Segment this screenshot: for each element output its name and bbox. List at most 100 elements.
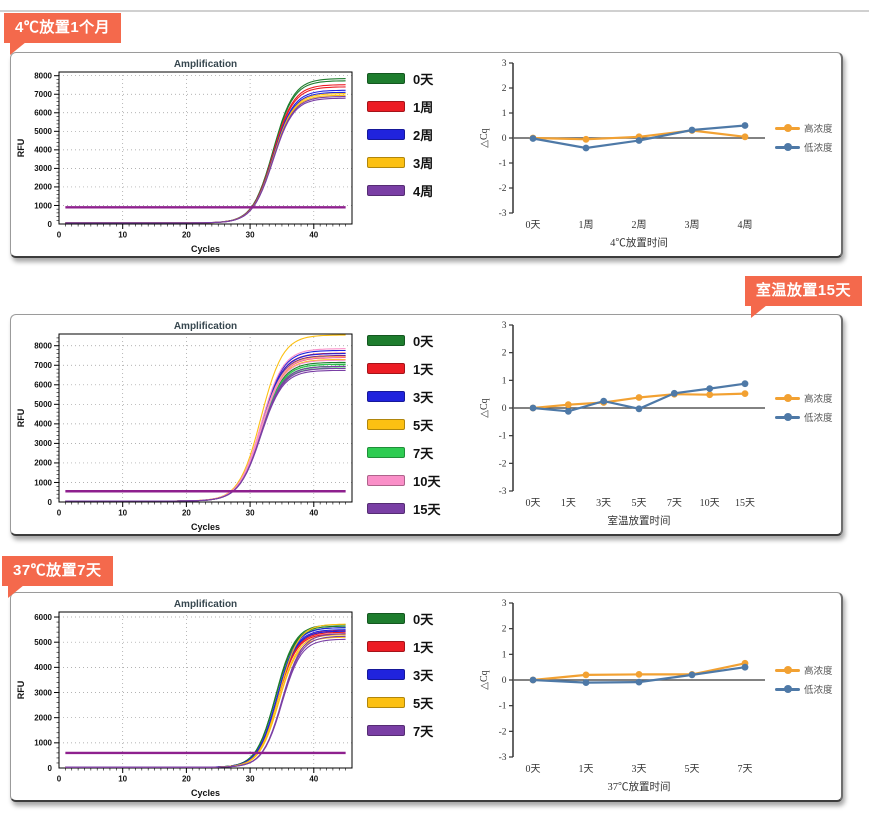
svg-text:-3: -3 [499,753,507,763]
amp-chart-37c: 0 1000 2000 3000 4000 5000 6000 0 10 20 30 40 Amplif… [16,599,353,798]
amp-chart-4c: 0 1000 2000 3000 4000 5000 6000 7000 8000 0 10 20 30… [16,59,353,254]
svg-text:2: 2 [502,84,507,94]
svg-text:-1: -1 [499,431,507,441]
amp-legend-item: 3天 [367,665,471,684]
legend-label: 1天 [413,640,434,655]
top-divider [0,10,869,12]
legend-label: 15天 [413,502,441,517]
amp-legend-item: 7天 [367,721,471,740]
svg-text:4000: 4000 [34,145,52,154]
dcq-legend-item: 高浓度 [775,121,855,135]
line-marker-icon [775,415,800,419]
legend-label: 低浓度 [804,143,833,154]
svg-text:15天: 15天 [735,498,755,509]
dcq-legend-rt: 高浓度 低浓度 [775,298,855,517]
svg-text:5000: 5000 [34,637,52,646]
legend-swatch-icon [367,391,405,402]
svg-text:3天: 3天 [632,764,647,775]
legend-swatch-icon [367,641,405,652]
svg-text:3天: 3天 [596,498,611,509]
legend-label: 低浓度 [804,685,833,696]
legend-swatch-icon [367,129,405,140]
svg-text:6000: 6000 [34,612,52,621]
svg-text:3周: 3周 [685,219,700,231]
legend-label: 0天 [413,612,434,627]
amp-legend-rt: 0天 1天 3天 5天 7天 10天 15天 [367,315,471,518]
amp-legend-item: 3天 [367,387,471,406]
legend-swatch-icon [367,363,405,374]
svg-text:3000: 3000 [34,164,52,173]
svg-text:3: 3 [502,59,507,69]
legend-swatch-icon [367,335,405,346]
amp-legend-item: 0天 [367,69,471,88]
svg-text:3000: 3000 [34,439,52,448]
svg-text:10: 10 [118,774,127,783]
amp-legend-item: 7天 [367,443,471,462]
amp-legend-item: 15天 [367,499,471,518]
svg-text:20: 20 [182,774,191,783]
svg-text:30: 30 [246,508,255,517]
legend-swatch-icon [367,157,405,168]
dcq-legend-item: 低浓度 [775,682,855,696]
svg-text:0: 0 [502,676,507,686]
svg-text:0: 0 [502,134,507,144]
legend-label: 高浓度 [804,394,833,405]
svg-text:5天: 5天 [632,498,647,509]
dcq-legend-item: 高浓度 [775,663,855,677]
svg-text:1: 1 [502,109,507,119]
banner-4c: 4℃放置1个月 [4,13,122,55]
svg-text:2: 2 [502,624,507,634]
legend-label: 高浓度 [804,666,833,677]
svg-text:RFU: RFU [16,680,26,699]
svg-text:4℃放置时间: 4℃放置时间 [610,236,668,249]
svg-text:Cycles: Cycles [191,522,220,532]
svg-text:0天: 0天 [526,764,541,775]
svg-text:1: 1 [502,650,507,660]
svg-text:4周: 4周 [738,219,753,231]
svg-text:6000: 6000 [34,108,52,117]
svg-text:△Cq: △Cq [479,398,490,417]
legend-label: 1周 [413,100,434,115]
svg-text:10: 10 [118,230,127,239]
amp-legend-item: 1天 [367,637,471,656]
svg-text:5000: 5000 [34,127,52,136]
legend-label: 0天 [413,334,434,349]
line-marker-icon [775,687,800,691]
svg-text:2000: 2000 [34,458,52,467]
svg-text:20: 20 [182,230,191,239]
amp-legend-item: 2周 [367,125,471,144]
line-marker-icon [775,126,800,130]
amp-legend-item: 3周 [367,153,471,172]
line-marker-icon [775,668,800,672]
svg-text:0: 0 [48,763,53,772]
svg-text:3: 3 [502,321,507,331]
legend-swatch-icon [367,475,405,486]
svg-text:10: 10 [118,508,127,517]
legend-swatch-icon [367,185,405,196]
svg-text:1天: 1天 [579,764,594,775]
svg-text:0: 0 [57,774,62,783]
svg-text:37℃放置时间: 37℃放置时间 [608,780,671,793]
legend-swatch-icon [367,725,405,736]
svg-text:Cycles: Cycles [191,788,220,798]
svg-text:0天: 0天 [526,498,541,509]
svg-text:8000: 8000 [34,71,52,80]
svg-text:4000: 4000 [34,663,52,672]
svg-text:5000: 5000 [34,400,52,409]
banner-rt: 室温放置15天 [744,276,862,318]
svg-text:7000: 7000 [34,361,52,370]
svg-text:2周: 2周 [632,219,647,231]
svg-text:40: 40 [309,508,318,517]
svg-text:0: 0 [57,230,62,239]
svg-text:40: 40 [309,230,318,239]
dcq-chart-37c: -3 -2 -1 0 1 2 3 0天 1天 3天 5天 7天 37℃放置时间 △Cq [479,599,765,793]
svg-text:8000: 8000 [34,341,52,350]
legend-swatch-icon [367,697,405,708]
legend-label: 低浓度 [804,413,833,424]
svg-text:2000: 2000 [34,713,52,722]
legend-label: 10天 [413,474,441,489]
amp-legend-4c: 0天 1周 2周 3周 4周 [367,53,471,200]
svg-text:10天: 10天 [700,498,720,509]
svg-text:0: 0 [502,404,507,414]
